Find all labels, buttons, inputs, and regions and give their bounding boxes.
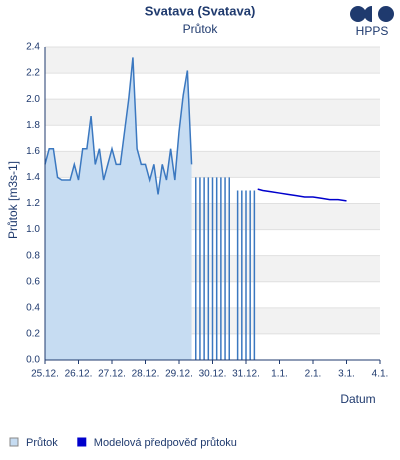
x-tick-label: 1.1. — [271, 369, 288, 380]
y-tick-label: 0.4 — [26, 302, 40, 313]
y-axis-title: Průtok [m3s-1] — [6, 161, 20, 239]
x-tick-label: 28.12. — [132, 369, 160, 380]
x-tick-label: 27.12. — [98, 369, 126, 380]
y-tick-label: 1.0 — [26, 224, 40, 235]
x-tick-label: 3.1. — [338, 369, 355, 380]
x-tick-label: 26.12. — [65, 369, 93, 380]
chart-subtitle: Průtok — [183, 22, 219, 36]
y-tick-label: 1.6 — [26, 146, 40, 157]
x-tick-label: 29.12. — [165, 369, 193, 380]
x-axis-title: Datum — [340, 392, 375, 406]
y-tick-label: 1.4 — [26, 172, 40, 183]
x-tick-label: 30.12. — [199, 369, 227, 380]
y-tick-label: 0.0 — [26, 355, 40, 366]
brand: HPPS — [356, 24, 389, 38]
y-tick-label: 0.6 — [26, 276, 40, 287]
y-tick-label: 2.4 — [26, 42, 40, 53]
x-tick-label: 4.1. — [372, 369, 389, 380]
legend-marker — [9, 437, 19, 447]
series-area — [45, 57, 192, 360]
y-tick-label: 1.8 — [26, 120, 40, 131]
series-line — [44, 57, 256, 360]
legend-label: Průtok — [26, 437, 58, 449]
legend-label: Modelová předpověď průtoku — [94, 437, 237, 449]
x-tick-label: 31.12. — [232, 369, 260, 380]
x-tick-label: 2.1. — [305, 369, 322, 380]
logo — [350, 6, 394, 22]
series-line — [257, 188, 347, 202]
x-tick-label: 25.12. — [31, 369, 59, 380]
grid-band — [45, 99, 380, 126]
y-tick-label: 2.0 — [26, 94, 40, 105]
y-tick-label: 0.8 — [26, 250, 40, 261]
chart-title: Svatava (Svatava) — [145, 3, 256, 18]
legend-marker — [77, 437, 87, 447]
y-tick-label: 2.2 — [26, 68, 40, 79]
y-tick-label: 1.2 — [26, 198, 40, 209]
grid-band — [45, 47, 380, 74]
y-tick-label: 0.2 — [26, 329, 40, 340]
